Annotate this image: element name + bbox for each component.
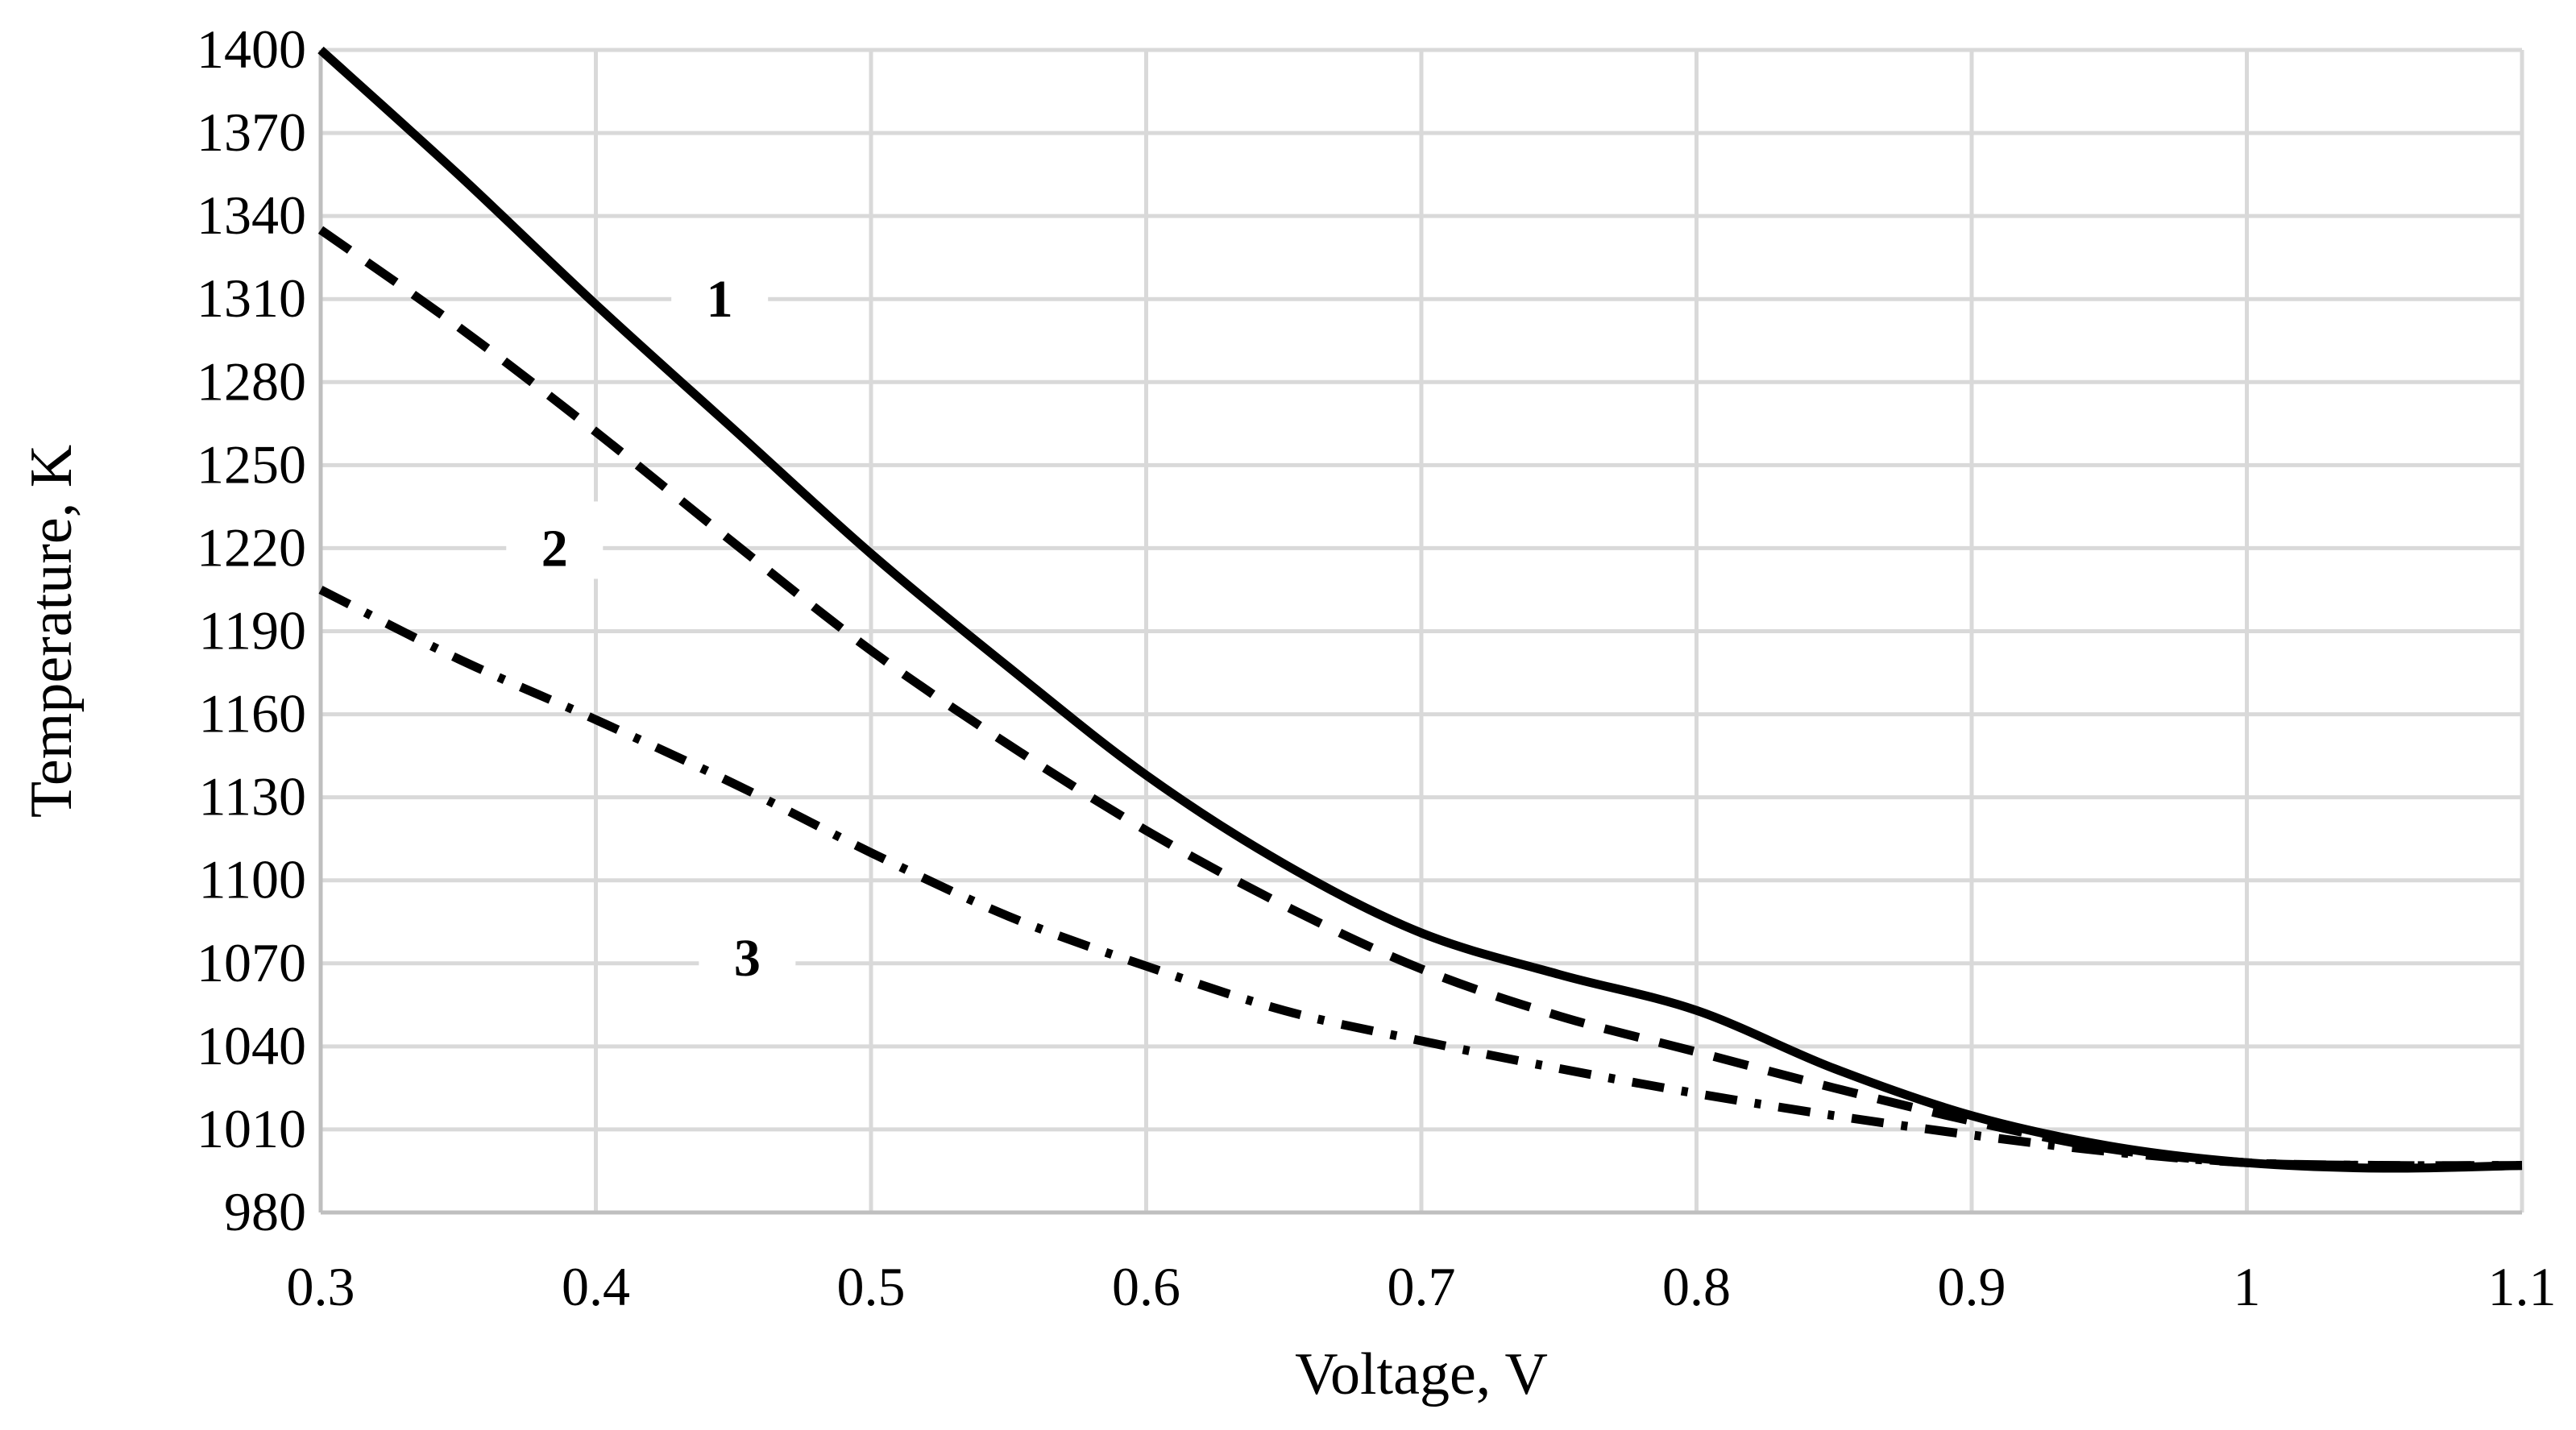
curve-label-2: 2 — [541, 519, 568, 578]
x-tick-label: 0.6 — [1112, 1256, 1180, 1317]
y-tick-label: 1400 — [197, 19, 306, 80]
y-tick-label: 1370 — [197, 102, 306, 163]
x-tick-label: 0.9 — [1938, 1256, 2006, 1317]
x-tick-label: 0.4 — [562, 1256, 630, 1317]
x-tick-label: 1 — [2234, 1256, 2261, 1317]
y-tick-label: 1130 — [199, 766, 306, 827]
axes — [318, 50, 2522, 1215]
series-line-1 — [317, 46, 2523, 1173]
y-axis-label: Temperature, K — [19, 445, 85, 818]
curve-label-1: 1 — [707, 270, 733, 329]
y-tick-label: 1190 — [199, 600, 306, 661]
curve-label-bg — [671, 252, 769, 330]
y-tick-label: 980 — [224, 1181, 306, 1242]
tick-labels: 980 1010 1040 1070 1100 1130 1160 1190 1220 1250 1… — [197, 19, 2557, 1317]
y-tick-label: 1100 — [199, 849, 306, 910]
curve-label-bg — [699, 910, 796, 989]
series-group — [317, 46, 2523, 1173]
series-line-2 — [317, 226, 2523, 1171]
x-axis-label: Voltage, V — [1295, 1341, 1548, 1407]
y-tick-label: 1280 — [197, 350, 306, 412]
y-tick-label: 1010 — [197, 1098, 306, 1159]
curve-labels: 1 2 3 — [506, 252, 796, 989]
y-tick-label: 1040 — [197, 1015, 306, 1076]
y-tick-label: 1310 — [197, 267, 306, 329]
x-tick-label: 1.1 — [2488, 1256, 2557, 1317]
y-tick-label: 1160 — [199, 683, 306, 744]
x-tick-label: 0.8 — [1662, 1256, 1731, 1317]
y-tick-label: 1250 — [197, 433, 306, 495]
curve-label-bg — [506, 501, 604, 579]
x-tick-label: 0.3 — [287, 1256, 355, 1317]
curve-label-3: 3 — [734, 929, 761, 988]
x-tick-label: 0.5 — [837, 1256, 906, 1317]
y-tick-label: 1340 — [197, 184, 306, 246]
x-tick-label: 0.7 — [1388, 1256, 1456, 1317]
y-tick-label: 1070 — [197, 932, 306, 993]
series-line-3 — [318, 586, 2523, 1171]
y-tick-label: 1220 — [197, 516, 306, 578]
